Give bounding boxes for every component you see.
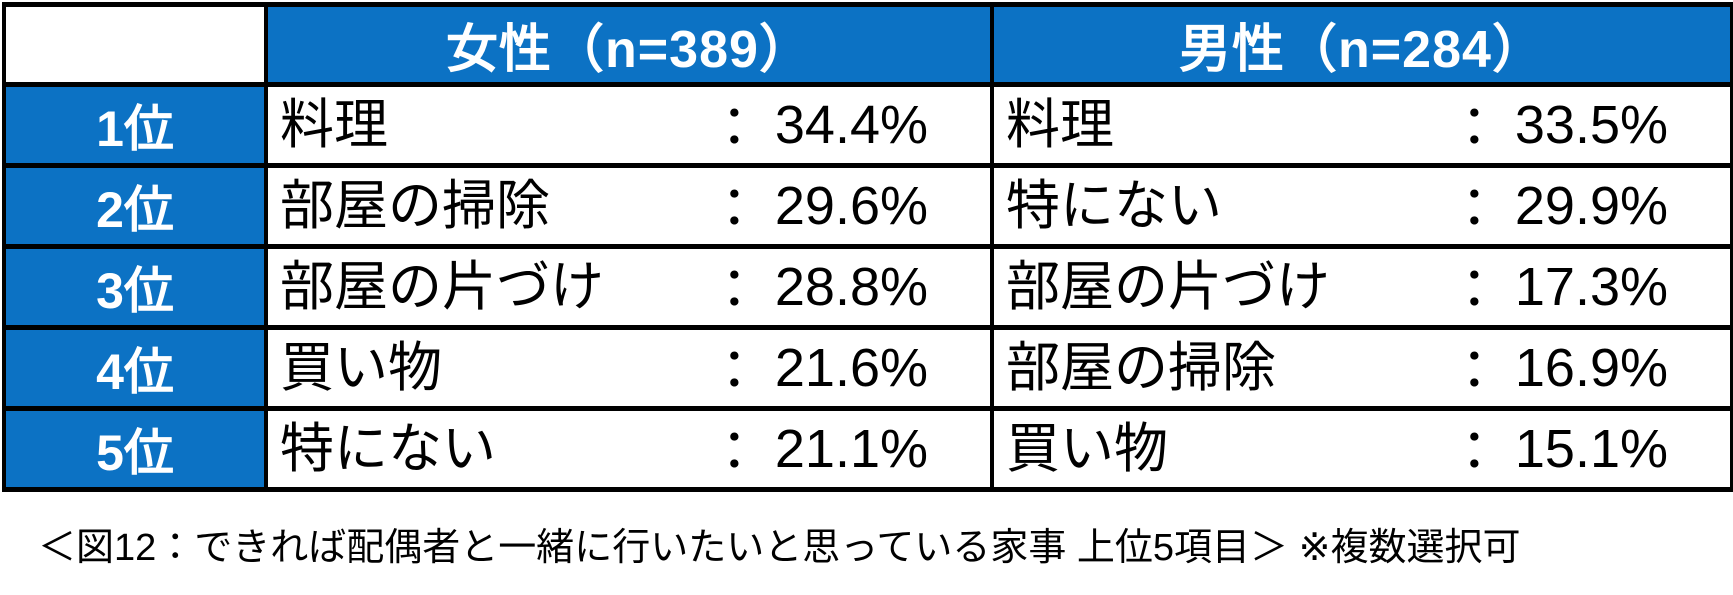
female-rank3-cell: 部屋の片づけ ：28.8% (264, 244, 994, 330)
chore-percent: ：34.4% (720, 95, 928, 155)
chore-percent: ：33.5% (1460, 95, 1668, 155)
female-rank2-cell: 部屋の掃除 ：29.6% (264, 163, 994, 249)
chore-percent: ：21.1% (720, 419, 928, 479)
male-rank4-cell: 部屋の掃除 ：16.9% (990, 325, 1733, 411)
chore-percent: ：29.6% (720, 176, 928, 236)
male-rank1-cell: 料理 ：33.5% (990, 82, 1733, 168)
chore-label: 部屋の掃除 (280, 176, 550, 236)
table-row-rank5: 5位 特にない ：21.1% 買い物 ：15.1% (2, 406, 1733, 492)
chore-label: 料理 (1006, 95, 1114, 155)
chore-percent: ：28.8% (720, 257, 928, 317)
rank-label: 2位 (2, 163, 268, 249)
male-rank3-cell: 部屋の片づけ ：17.3% (990, 244, 1733, 330)
table-row-rank2: 2位 部屋の掃除 ：29.6% 特にない ：29.9% (2, 163, 1733, 249)
chore-label: 特にない (280, 419, 496, 479)
chore-label: 料理 (280, 95, 388, 155)
rank-label: 4位 (2, 325, 268, 411)
rank-label: 3位 (2, 244, 268, 330)
male-rank5-cell: 買い物 ：15.1% (990, 406, 1733, 492)
female-rank1-cell: 料理 ：34.4% (264, 82, 994, 168)
chore-label: 部屋の掃除 (1006, 338, 1276, 398)
female-rank5-cell: 特にない ：21.1% (264, 406, 994, 492)
chore-percent: ：17.3% (1460, 257, 1668, 317)
male-rank2-cell: 特にない ：29.9% (990, 163, 1733, 249)
figure-caption: ＜図12：できれば配偶者と一緒に行いたいと思っている家事 上位5項目＞ ※複数選… (38, 527, 1521, 569)
corner-cell (2, 2, 268, 87)
chore-percent: ：15.1% (1460, 419, 1668, 479)
table-row-rank3: 3位 部屋の片づけ ：28.8% 部屋の片づけ ：17.3% (2, 244, 1733, 330)
chore-label: 部屋の片づけ (1006, 257, 1330, 317)
female-rank4-cell: 買い物 ：21.6% (264, 325, 994, 411)
male-column-header: 男性（n=284） (990, 2, 1733, 87)
chore-percent: ：29.9% (1460, 176, 1668, 236)
chore-label: 買い物 (280, 338, 442, 398)
header-row: 女性（n=389） 男性（n=284） (2, 2, 1733, 87)
rank-label: 5位 (2, 406, 268, 492)
chore-percent: ：16.9% (1460, 338, 1668, 398)
chore-label: 買い物 (1006, 419, 1168, 479)
female-column-header: 女性（n=389） (264, 2, 994, 87)
ranking-table: 女性（n=389） 男性（n=284） 1位 料理 ：34.4% 料理 ：33.… (2, 2, 1733, 492)
rank-label: 1位 (2, 82, 268, 168)
table-row-rank1: 1位 料理 ：34.4% 料理 ：33.5% (2, 82, 1733, 168)
chore-label: 特にない (1006, 176, 1222, 236)
chore-percent: ：21.6% (720, 338, 928, 398)
chore-label: 部屋の片づけ (280, 257, 604, 317)
table-row-rank4: 4位 買い物 ：21.6% 部屋の掃除 ：16.9% (2, 325, 1733, 411)
